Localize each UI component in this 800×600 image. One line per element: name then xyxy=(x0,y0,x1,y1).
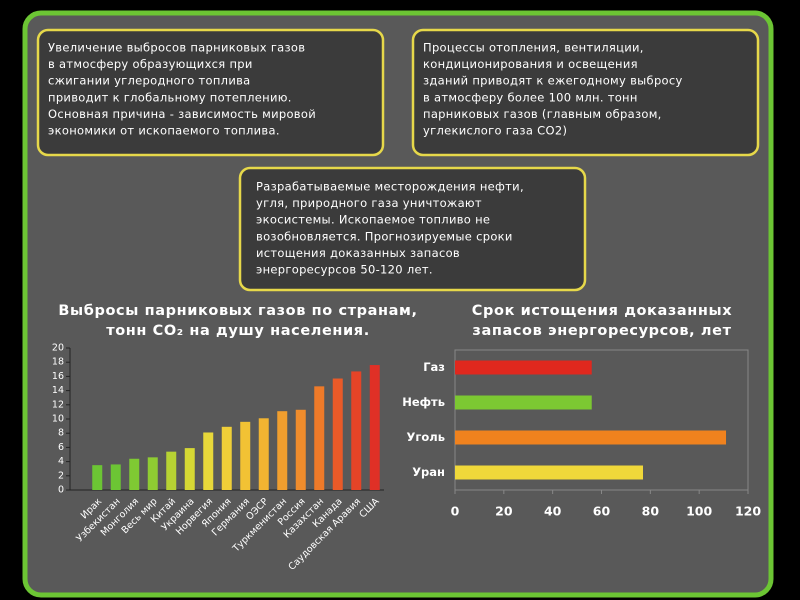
box-text: в атмосферу образующихся при xyxy=(48,57,253,71)
bar xyxy=(240,421,251,490)
y-tick-label: Уран xyxy=(412,465,445,479)
box-text: экосистемы. Ископаемое топливо не xyxy=(256,213,490,227)
bar xyxy=(166,451,177,490)
bar xyxy=(455,360,592,375)
y-tick-label: Газ xyxy=(423,360,445,374)
bar xyxy=(295,409,306,490)
bar xyxy=(455,395,592,410)
y-tick-label: 0 xyxy=(58,485,64,496)
box-text: экономики от ископаемого топлива. xyxy=(48,124,280,138)
bar xyxy=(129,458,140,490)
bar xyxy=(184,448,195,490)
box-text: Процессы отопления, вентиляции, xyxy=(423,41,644,55)
chart-title: запасов энергоресурсов, лет xyxy=(472,323,731,339)
box-text: угля, природного газа уничтожают xyxy=(256,196,482,210)
chart-title: тонн CO₂ на душу населения. xyxy=(106,323,370,339)
x-tick-label: 80 xyxy=(642,504,660,519)
text-box xyxy=(36,28,385,157)
bar xyxy=(221,426,232,490)
bar xyxy=(314,386,325,490)
bar xyxy=(351,371,362,490)
box-text: Увеличение выбросов парниковых газов xyxy=(48,41,305,55)
y-tick-label: 10 xyxy=(52,414,64,425)
bar xyxy=(258,418,269,490)
bar xyxy=(203,432,214,490)
box-text: углекислого газа CO2) xyxy=(423,124,567,138)
bar xyxy=(455,465,644,480)
box-text: Разрабатываемые месторождения нефти, xyxy=(256,180,524,194)
x-tick-label: 20 xyxy=(495,504,513,519)
y-tick-label: 4 xyxy=(58,456,64,467)
box-text: парниковых газов (главным образом, xyxy=(423,107,662,121)
y-tick-label: 16 xyxy=(52,371,64,382)
chart-title: Срок истощения доказанных xyxy=(472,303,732,319)
box-text: в атмосферу более 100 млн. тонн xyxy=(423,90,638,104)
box-text: зданий приводят к ежегодному выбросу xyxy=(423,74,683,88)
text-box xyxy=(238,166,587,292)
chart-title: Выбросы парниковых газов по странам, xyxy=(58,303,417,319)
bar xyxy=(455,430,727,445)
bar xyxy=(369,365,380,490)
box-text: кондиционирования и освещения xyxy=(423,57,638,71)
x-tick-label: 120 xyxy=(735,504,761,519)
x-tick-label: 0 xyxy=(451,504,460,519)
box-text: энергоресурсов 50-120 лет. xyxy=(256,263,433,277)
box-text: истощения доказанных запасов xyxy=(256,246,460,260)
box-text: сжигании углеродного топлива xyxy=(48,74,251,88)
x-tick-label: 100 xyxy=(686,504,712,519)
y-tick-label: 8 xyxy=(58,428,64,439)
bar xyxy=(147,457,158,490)
text-box xyxy=(411,28,760,157)
y-tick-label: 14 xyxy=(52,385,64,396)
bar xyxy=(277,411,288,490)
y-tick-label: 18 xyxy=(52,357,64,368)
x-tick-label: 60 xyxy=(593,504,611,519)
y-tick-label: 12 xyxy=(52,399,64,410)
y-tick-label: 6 xyxy=(58,442,64,453)
y-tick-label: Нефть xyxy=(402,395,445,409)
box-text: возобновляется. Прогнозируемые сроки xyxy=(256,229,513,243)
y-tick-label: 20 xyxy=(52,343,64,354)
bar xyxy=(332,378,343,490)
box-text: приводит к глобальному потеплению. xyxy=(48,90,292,104)
bar xyxy=(110,464,121,490)
box-text: Основная причина - зависимость мировой xyxy=(48,107,316,121)
y-tick-label: 2 xyxy=(58,470,64,481)
bar xyxy=(92,465,103,490)
y-tick-label: Уголь xyxy=(407,430,445,444)
x-tick-label: 40 xyxy=(544,504,562,519)
